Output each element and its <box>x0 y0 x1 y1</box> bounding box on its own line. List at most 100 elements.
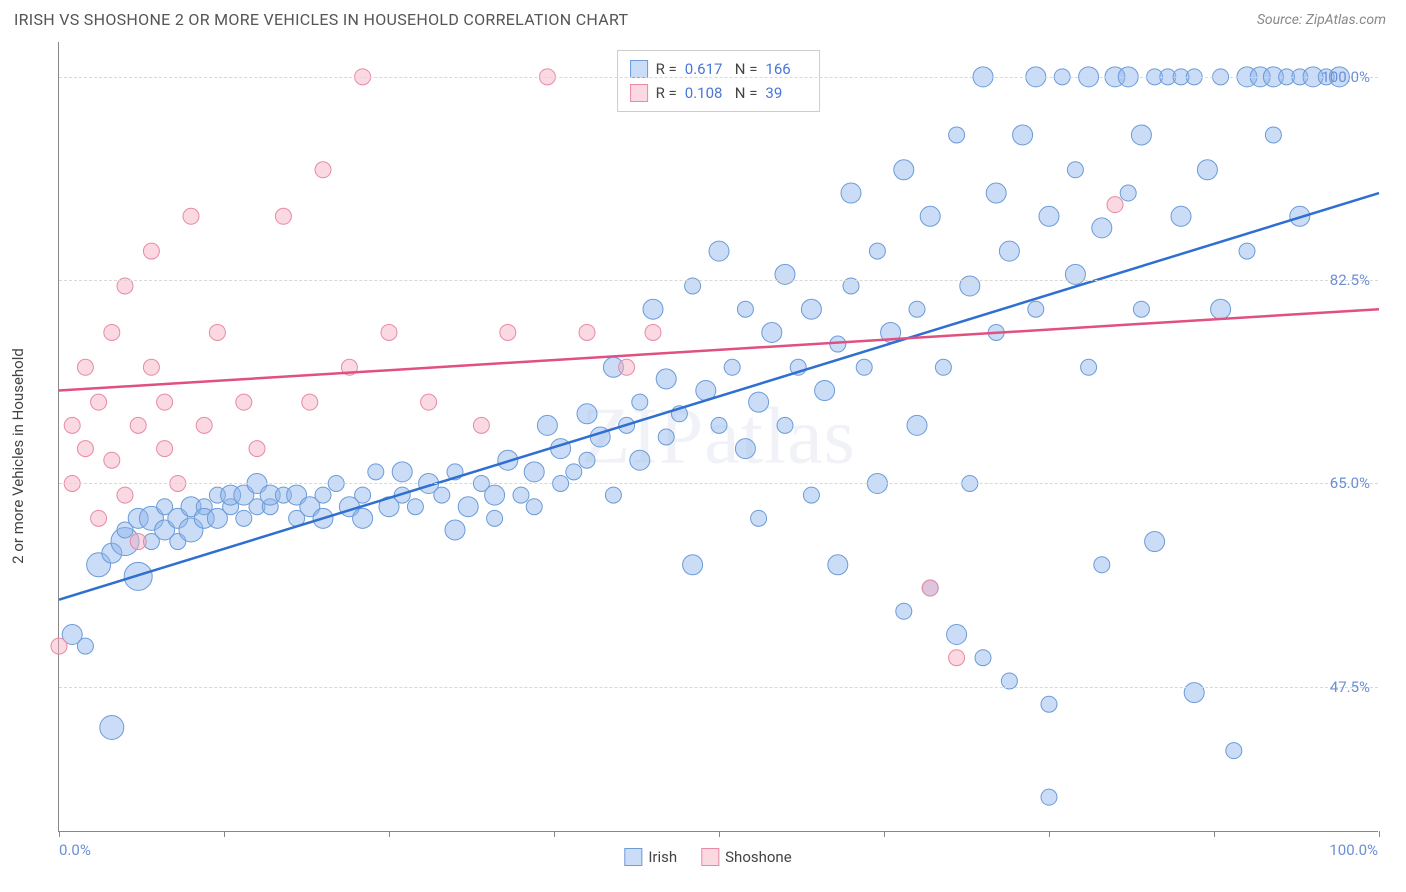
data-point <box>762 322 782 342</box>
x-tick <box>1049 831 1050 837</box>
data-point <box>275 208 291 224</box>
data-point <box>1239 243 1255 259</box>
irish-swatch <box>630 60 648 78</box>
legend-shoshone-label: Shoshone <box>725 848 792 866</box>
data-point <box>735 439 755 459</box>
data-point <box>445 520 465 540</box>
data-point <box>724 359 740 375</box>
x-tick <box>1379 831 1380 837</box>
x-tick <box>884 831 885 837</box>
plot-area: ZIPatlas R = 0.617 N = 166 R = 0.108 N =… <box>58 42 1378 832</box>
data-point <box>751 510 767 526</box>
x-tick <box>554 831 555 837</box>
data-point <box>209 324 225 340</box>
trend-line <box>59 309 1379 390</box>
stat-n-label: N = <box>735 81 758 105</box>
data-point <box>737 301 753 317</box>
x-min-label: 0.0% <box>59 841 91 859</box>
stats-legend: R = 0.617 N = 166 R = 0.108 N = 39 <box>617 50 821 112</box>
data-point <box>1039 206 1059 226</box>
data-point <box>458 497 478 517</box>
bottom-legend: Irish Shoshone <box>624 848 791 866</box>
gridline <box>59 280 1378 281</box>
x-max-label: 100.0% <box>1329 841 1378 859</box>
shoshone-swatch-icon <box>701 848 719 866</box>
data-point <box>828 555 848 575</box>
irish-swatch-icon <box>624 848 642 866</box>
data-point <box>1145 532 1165 552</box>
data-point <box>368 464 384 480</box>
data-point <box>894 160 914 180</box>
data-point <box>196 417 212 433</box>
data-point <box>975 650 991 666</box>
shoshone-swatch <box>630 84 648 102</box>
data-point <box>777 417 793 433</box>
legend-irish-label: Irish <box>648 848 677 866</box>
data-point <box>1094 557 1110 573</box>
data-point <box>524 462 544 482</box>
data-point <box>77 359 93 375</box>
data-point <box>749 392 769 412</box>
data-point <box>392 462 412 482</box>
data-point <box>91 394 107 410</box>
data-point <box>500 324 516 340</box>
data-point <box>1131 125 1151 145</box>
data-point <box>803 487 819 503</box>
data-point <box>632 394 648 410</box>
data-point <box>566 464 582 480</box>
data-point <box>130 417 146 433</box>
data-point <box>579 452 595 468</box>
data-point <box>421 394 437 410</box>
data-point <box>487 510 503 526</box>
data-point <box>104 452 120 468</box>
data-point <box>315 487 331 503</box>
shoshone-r-value: 0.108 <box>685 81 727 105</box>
data-point <box>920 206 940 226</box>
plot-svg <box>59 42 1378 831</box>
y-axis-label: 2 or more Vehicles in Household <box>9 348 27 564</box>
data-point <box>960 276 980 296</box>
data-point <box>1265 127 1281 143</box>
data-point <box>143 243 159 259</box>
data-point <box>183 208 199 224</box>
data-point <box>1184 683 1204 703</box>
data-point <box>143 359 159 375</box>
data-point <box>1107 197 1123 213</box>
y-tick-label: 100.0% <box>1321 68 1370 86</box>
stat-r-label: R = <box>656 81 677 105</box>
stats-row-shoshone: R = 0.108 N = 39 <box>630 81 808 105</box>
data-point <box>1041 789 1057 805</box>
data-point <box>315 162 331 178</box>
data-point <box>605 487 621 503</box>
data-point <box>1065 264 1085 284</box>
data-point <box>485 485 505 505</box>
data-point <box>473 417 489 433</box>
x-tick <box>719 831 720 837</box>
data-point <box>434 487 450 503</box>
data-point <box>77 441 93 457</box>
data-point <box>949 127 965 143</box>
data-point <box>775 264 795 284</box>
data-point <box>407 499 423 515</box>
legend-item-shoshone: Shoshone <box>701 848 792 866</box>
data-point <box>619 359 635 375</box>
gridline <box>59 687 1378 688</box>
gridline <box>59 77 1378 78</box>
data-point <box>949 650 965 666</box>
data-point <box>64 417 80 433</box>
data-point <box>841 183 861 203</box>
data-point <box>513 487 529 503</box>
data-point <box>869 243 885 259</box>
data-point <box>579 324 595 340</box>
data-point <box>658 429 674 445</box>
data-point <box>656 369 676 389</box>
data-point <box>645 324 661 340</box>
data-point <box>683 555 703 575</box>
data-point <box>1013 125 1033 145</box>
x-tick <box>1214 831 1215 837</box>
data-point <box>236 394 252 410</box>
data-point <box>1041 696 1057 712</box>
data-point <box>630 450 650 470</box>
data-point <box>1120 185 1136 201</box>
data-point <box>1067 162 1083 178</box>
